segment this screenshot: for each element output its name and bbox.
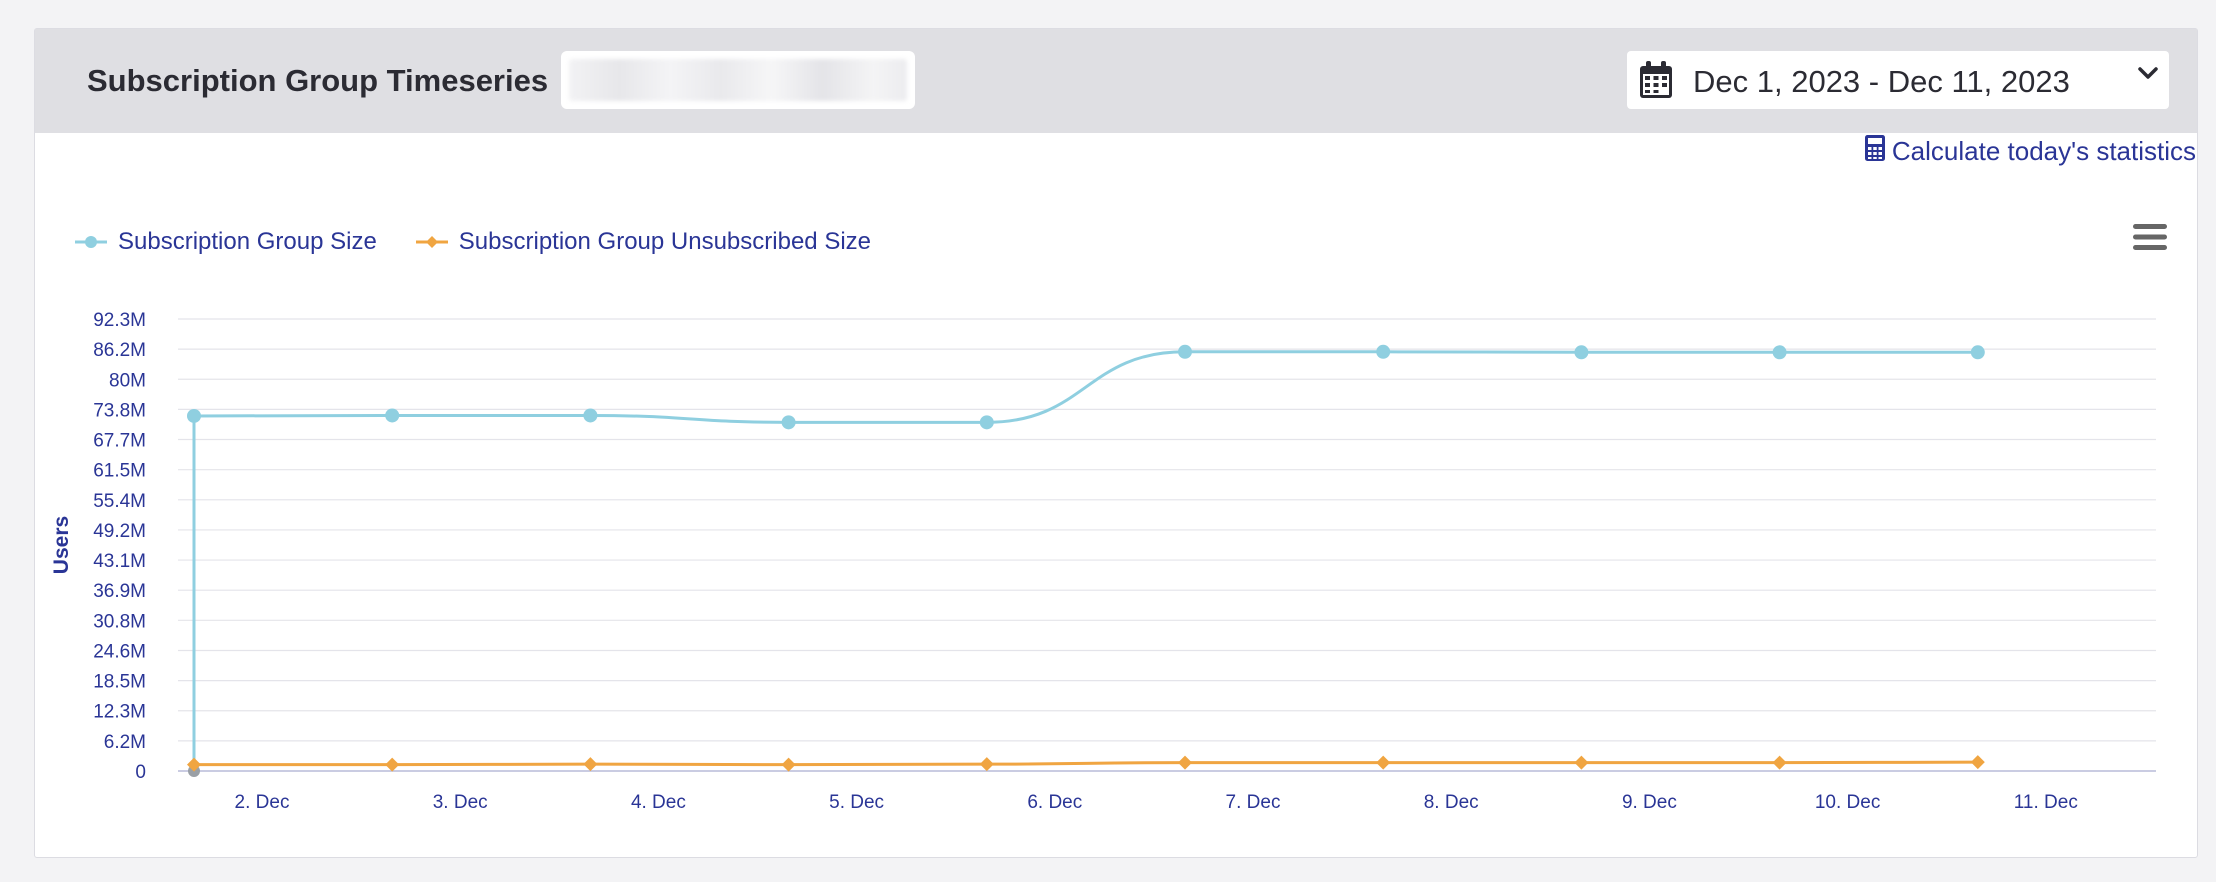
data-point-size [781, 415, 796, 430]
data-point-size [583, 408, 598, 423]
x-tick-label: 9. Dec [1622, 792, 1677, 813]
x-tick-label: 4. Dec [631, 792, 686, 813]
chart-legend: Subscription Group Size Subscription Gro… [74, 228, 871, 256]
y-tick-label: 36.9M [93, 581, 146, 602]
legend-marker-circle [75, 236, 107, 248]
y-tick-label: 0 [135, 762, 146, 783]
subscription-group-selector[interactable] [561, 51, 915, 109]
data-point-unsubscribed [781, 757, 796, 772]
legend-label-unsubscribed: Subscription Group Unsubscribed Size [458, 228, 872, 255]
y-tick-label: 86.2M [93, 340, 146, 361]
data-point-size [1772, 345, 1787, 360]
y-tick-label: 12.3M [93, 702, 146, 723]
date-range-picker[interactable]: Dec 1, 2023 - Dec 11, 2023 [1627, 51, 2169, 109]
data-point-size [979, 415, 994, 430]
calculator-icon [1864, 134, 1886, 169]
data-point-size [187, 408, 201, 423]
series-line-size [193, 350, 1978, 424]
y-tick-label: 18.5M [93, 672, 146, 693]
chart-menu-button[interactable] [2132, 222, 2168, 257]
y-tick-label: 92.3M [93, 310, 146, 331]
data-point-size [1574, 345, 1589, 360]
redacted-value [569, 59, 907, 101]
data-point-unsubscribed [583, 757, 598, 772]
data-point-unsubscribed [1772, 755, 1787, 770]
x-tick-label: 3. Dec [433, 792, 488, 813]
y-tick-label: 80M [109, 370, 146, 391]
x-tick-label: 6. Dec [1027, 792, 1082, 813]
data-point-unsubscribed [1376, 755, 1391, 770]
data-point-size [1970, 345, 1985, 360]
calculate-statistics-link[interactable]: Calculate today's statistics [1864, 134, 2196, 169]
data-point-unsubscribed [1970, 755, 1985, 770]
data-point-size [385, 408, 400, 423]
timeseries-card: Subscription Group Timeseries [34, 28, 2198, 858]
data-point-unsubscribed [187, 757, 201, 772]
y-tick-label: 30.8M [93, 611, 146, 632]
y-tick-label: 73.8M [93, 400, 146, 421]
y-tick-label: 49.2M [93, 521, 146, 542]
legend-label-size: Subscription Group Size [118, 228, 377, 255]
data-point-unsubscribed [1574, 755, 1589, 770]
data-point-unsubscribed [385, 757, 400, 772]
hamburger-menu-icon [2133, 224, 2167, 250]
chevron-down-icon [2137, 65, 2159, 86]
x-tick-label: 10. Dec [1815, 792, 1880, 813]
legend-marker-diamond [415, 236, 448, 248]
x-tick-label: 11. Dec [2014, 792, 2078, 813]
card-header: Subscription Group Timeseries [35, 29, 2197, 133]
x-tick-label: 2. Dec [235, 792, 290, 813]
y-axis-title: Users [50, 516, 73, 574]
y-tick-label: 6.2M [104, 732, 146, 753]
calculate-statistics-label: Calculate today's statistics [1891, 136, 2196, 166]
series-line-unsubscribed [194, 760, 1978, 767]
x-tick-label: 7. Dec [1226, 792, 1281, 813]
data-point-size [1178, 344, 1192, 359]
date-range-value: Dec 1, 2023 - Dec 11, 2023 [1693, 64, 2070, 99]
legend-item-size[interactable]: Subscription Group Size [74, 228, 377, 256]
legend-item-unsubscribed[interactable]: Subscription Group Unsubscribed Size [415, 228, 871, 256]
y-tick-label: 43.1M [93, 551, 146, 572]
x-tick-label: 8. Dec [1424, 792, 1479, 813]
y-tick-label: 61.5M [93, 461, 146, 482]
calendar-icon [1639, 61, 1673, 104]
y-tick-label: 67.7M [93, 431, 146, 452]
page-title: Subscription Group Timeseries [87, 63, 549, 98]
x-tick-label: 5. Dec [829, 792, 884, 813]
y-tick-label: 55.4M [93, 491, 146, 512]
data-point-unsubscribed [1178, 755, 1192, 770]
data-point-unsubscribed [979, 757, 994, 772]
data-point-size [1376, 344, 1391, 359]
y-tick-label: 24.6M [93, 641, 146, 662]
